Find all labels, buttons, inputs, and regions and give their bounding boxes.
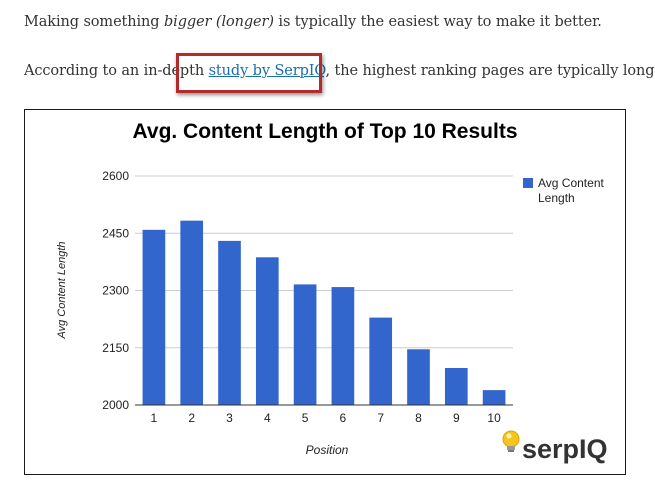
x-tick-label: 7 xyxy=(377,411,384,425)
chart-legend: Avg Content Length xyxy=(523,176,604,205)
chart-container: Avg. Content Length of Top 10 Results 20… xyxy=(24,109,626,475)
x-tick-label: 9 xyxy=(453,411,460,425)
x-tick-label: 4 xyxy=(264,411,271,425)
bar xyxy=(444,367,468,405)
y-tick-label: 2150 xyxy=(102,341,129,355)
bar xyxy=(293,284,317,405)
study-text-b: , the highest ranking pages are typicall… xyxy=(325,63,655,79)
x-tick-label: 2 xyxy=(188,411,195,425)
serpiq-logo: serpIQ xyxy=(500,428,620,468)
bar-chart: Avg. Content Length of Top 10 Results 20… xyxy=(56,120,604,457)
x-tick-label: 6 xyxy=(340,411,347,425)
intro-text-a: Making something xyxy=(24,14,164,30)
x-tick-label: 1 xyxy=(151,411,158,425)
intro-emphasis: bigger (longer) xyxy=(163,14,274,30)
y-tick-label: 2000 xyxy=(102,398,129,412)
y-axis-ticks: 2000 2150 2300 2450 2600 xyxy=(102,169,129,412)
chart-bars xyxy=(142,220,506,405)
bar xyxy=(407,349,430,405)
x-tick-label: 10 xyxy=(487,411,501,425)
x-axis-label: Position xyxy=(306,443,349,457)
intro-text-b: is typically the easiest way to make it … xyxy=(273,14,602,30)
intro-paragraph: Making something bigger (longer) is typi… xyxy=(24,14,602,30)
y-tick-label: 2450 xyxy=(102,226,129,240)
x-tick-label: 8 xyxy=(415,411,422,425)
logo-text: serpIQ xyxy=(522,434,608,464)
highlight-box xyxy=(176,53,322,93)
bar xyxy=(218,240,241,405)
x-tick-label: 3 xyxy=(226,411,233,425)
bar xyxy=(331,287,355,405)
study-link[interactable]: study by SerpIQ xyxy=(208,63,326,79)
bar xyxy=(142,229,166,405)
legend-label: Avg Content Length xyxy=(538,176,604,205)
y-axis-label: Avg Content Length xyxy=(56,241,68,339)
bar xyxy=(180,220,204,405)
legend-swatch xyxy=(523,178,533,188)
chart-title: Avg. Content Length of Top 10 Results xyxy=(133,120,518,143)
lightbulb-icon xyxy=(502,430,520,452)
study-paragraph: According to an in-depth study by SerpIQ… xyxy=(24,63,655,79)
x-tick-label: 5 xyxy=(302,411,309,425)
bar xyxy=(369,317,393,405)
y-tick-label: 2300 xyxy=(102,284,129,298)
study-text-a: According to an in-depth xyxy=(24,63,209,79)
x-axis-ticks: 1 2 3 4 5 6 7 8 9 10 xyxy=(151,411,502,425)
bar xyxy=(482,390,506,405)
bar xyxy=(255,257,279,405)
y-tick-label: 2600 xyxy=(102,169,129,183)
